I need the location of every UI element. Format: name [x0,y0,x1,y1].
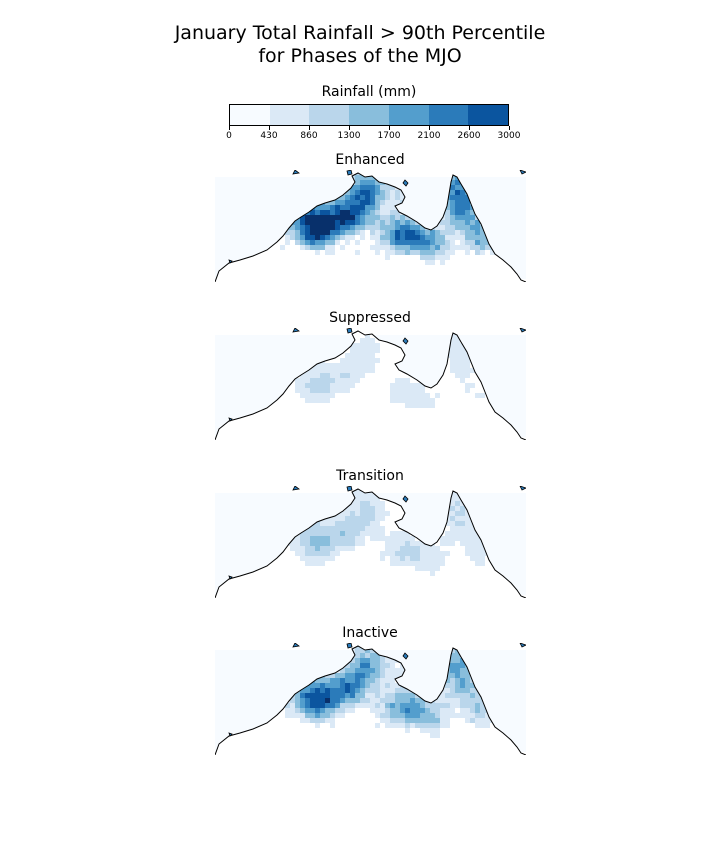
island [346,328,353,334]
island [228,732,233,737]
colorbar-tick: 1300 [329,126,369,142]
map-transition [215,486,526,598]
colorbar-segment [428,105,469,125]
colorbar-tick: 2600 [449,126,489,142]
panel-title-enhanced: Enhanced [335,152,405,168]
colorbar-tick: 0 [209,126,249,142]
figure-title-line-2: for Phases of the MJO [258,45,462,67]
colorbar-tick: 3000 [489,126,529,142]
figure-title-line-1: January Total Rainfall > 90th Percentile [174,22,546,44]
island [346,170,353,176]
island [228,259,233,264]
colorbar-tick: 2100 [409,126,449,142]
figure-title: January Total Rainfall > 90th Percentile… [0,22,720,68]
island [292,170,300,175]
colorbar-tick: 860 [289,126,329,142]
island [519,328,526,333]
island [228,417,233,422]
colorbar-segment [309,105,350,125]
colorbar-segment [230,105,270,125]
colorbar-label: Rainfall (mm) [321,84,417,100]
coastline [215,645,526,755]
island [346,486,353,492]
coastline [215,172,526,282]
island [292,328,300,333]
colorbar-ticks: 0 430 860 1300 1700 2100 2600 3000 [226,126,520,146]
island [519,170,526,175]
panel-title-suppressed: Suppressed [329,310,411,326]
colorbar-segment [349,105,389,125]
panel-title-inactive: Inactive [342,625,398,641]
colorbar-tick: 430 [249,126,289,142]
map-suppressed [215,328,526,440]
colorbar-segment [269,105,310,125]
panel-title-transition: Transition [336,468,404,484]
coastline [215,488,526,598]
colorbar-tick: 1700 [369,126,409,142]
map-inactive [215,643,526,755]
colorbar-segment [388,105,429,125]
island [402,495,409,503]
island [292,643,300,648]
island [292,486,300,491]
island [519,643,526,648]
island [519,486,526,491]
colorbar [229,104,509,126]
map-enhanced [215,170,526,282]
island [402,652,409,660]
colorbar-segment [468,105,509,125]
island [402,337,409,345]
island [228,575,233,580]
island [402,179,409,187]
coastline [215,330,526,440]
island [346,643,353,649]
